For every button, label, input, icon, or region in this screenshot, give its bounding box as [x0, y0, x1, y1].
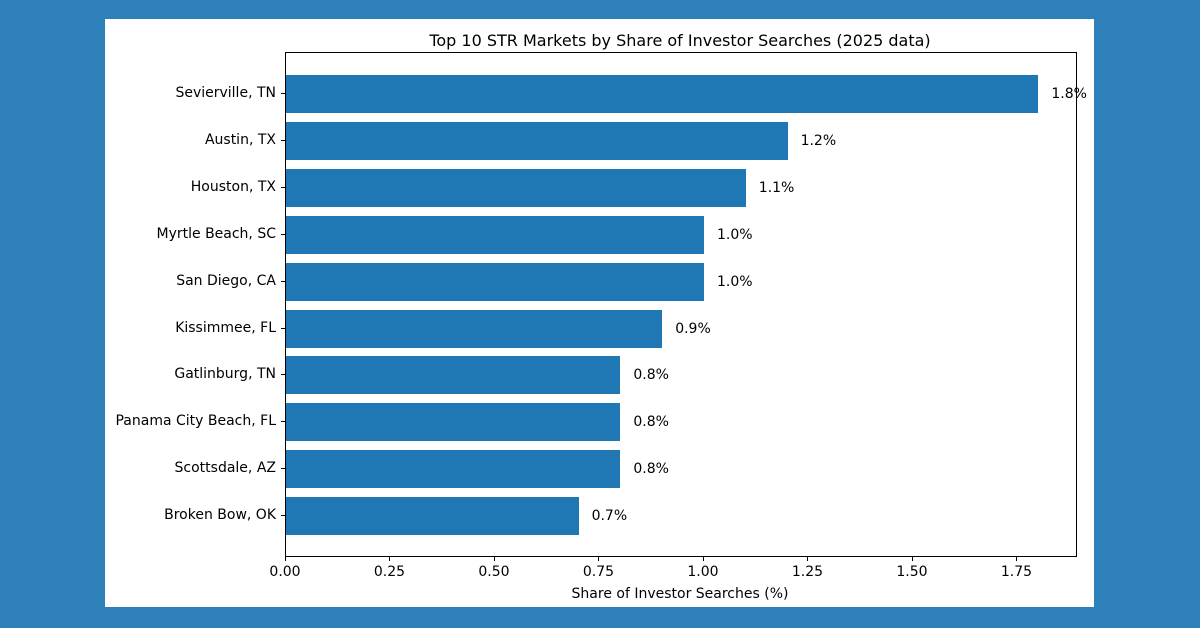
bar-kissimmee-fl	[286, 309, 663, 348]
y-tick-mark	[281, 327, 285, 329]
bar-sevierville-tn	[286, 75, 1039, 113]
y-tick-mark	[281, 280, 285, 282]
x-tick-mark	[702, 557, 704, 561]
bar-value-label: 0.8%	[633, 414, 669, 431]
bar-value-label: 1.2%	[800, 132, 837, 149]
bar-gatlinburg-tn	[286, 356, 621, 395]
x-tick-mark	[911, 557, 913, 561]
y-tick-mark	[281, 139, 285, 141]
x-tick-mark	[1016, 557, 1018, 561]
y-tick-label: Kissimmee, FL	[175, 319, 276, 336]
x-tick-label: 1.00	[687, 564, 719, 580]
y-tick-label: Sevierville, TN	[175, 85, 276, 101]
x-tick-label: 0.50	[478, 564, 510, 580]
y-tick-label: Gatlinburg, TN	[174, 366, 276, 383]
x-tick-label: 0.00	[269, 564, 301, 580]
bar-austin-tx	[286, 121, 788, 160]
x-axis-label: Share of Investor Searches (%)	[571, 586, 789, 602]
x-tick-label: 0.75	[582, 564, 615, 580]
bar-value-label: 1.8%	[1051, 86, 1087, 102]
x-tick-mark	[598, 557, 600, 561]
y-tick-label: Panama City Beach, FL	[115, 413, 276, 430]
x-tick-mark	[389, 557, 391, 561]
y-tick-mark	[281, 233, 285, 235]
bar-value-label: 0.8%	[633, 367, 669, 384]
y-tick-label: Austin, TX	[204, 131, 276, 148]
y-tick-mark	[281, 421, 285, 423]
y-tick-mark	[281, 515, 285, 517]
y-tick-mark	[281, 93, 285, 94]
bar-houston-tx	[286, 168, 746, 207]
chart-title: Top 10 STR Markets by Share of Investor …	[429, 31, 931, 50]
x-tick-mark	[807, 557, 809, 561]
x-tick-label: 0.25	[373, 564, 406, 580]
y-tick-mark	[281, 374, 285, 376]
bar-value-label: 1.0%	[716, 273, 753, 290]
y-tick-label: Houston, TX	[190, 178, 276, 195]
y-tick-label: Scottsdale, AZ	[174, 460, 276, 477]
bar-value-label: 0.8%	[633, 461, 669, 478]
bar-broken-bow-ok	[286, 497, 579, 536]
bar-panama-city-beach-fl	[286, 403, 621, 442]
x-tick-label: 1.25	[791, 564, 824, 580]
x-tick-mark	[493, 557, 495, 561]
x-tick-mark	[285, 557, 286, 561]
plot-area: 1.8% 1.2% 1.1% 1.0% 1.0% 0.9% 0.8% 0.8% 0.8% 0.7%	[285, 52, 1087, 557]
bar-myrtle-beach-sc	[286, 215, 704, 254]
bar-value-label: 1.0%	[716, 226, 753, 243]
y-tick-mark	[281, 186, 285, 188]
y-tick-label: Myrtle Beach, SC	[156, 225, 277, 242]
x-tick-label: 1.75	[1000, 564, 1033, 580]
y-tick-label: Broken Bow, OK	[164, 507, 276, 524]
bar-value-label: 0.9%	[675, 320, 711, 337]
bar-value-label: 0.7%	[591, 508, 628, 525]
bar-scottsdale-az	[286, 450, 621, 489]
y-tick-mark	[281, 468, 285, 470]
y-tick-label: San Diego, CA	[176, 272, 276, 289]
bar-value-label: 1.1%	[758, 179, 795, 196]
bar-san-diego-ca	[286, 262, 704, 301]
chart-figure: Top 10 STR Markets by Share of Investor …	[105, 19, 1094, 607]
x-tick-label: 1.50	[896, 564, 928, 580]
